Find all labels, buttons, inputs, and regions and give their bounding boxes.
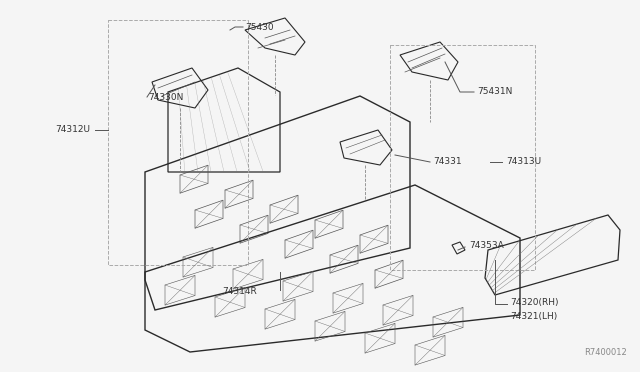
Text: 74313U: 74313U bbox=[506, 157, 541, 167]
Text: 75430: 75430 bbox=[245, 22, 274, 32]
Text: 74331: 74331 bbox=[433, 157, 461, 167]
Text: 74314R: 74314R bbox=[222, 286, 257, 295]
Bar bbox=[108, 20, 248, 265]
Text: R7400012: R7400012 bbox=[584, 348, 627, 357]
Bar bbox=[390, 45, 535, 270]
Text: 74321(LH): 74321(LH) bbox=[510, 312, 557, 321]
Text: 74330N: 74330N bbox=[148, 93, 184, 102]
Text: 74353A: 74353A bbox=[469, 241, 504, 250]
Text: 74312U: 74312U bbox=[55, 125, 90, 135]
Text: 75431N: 75431N bbox=[477, 87, 513, 96]
Text: 74320(RH): 74320(RH) bbox=[510, 298, 559, 308]
